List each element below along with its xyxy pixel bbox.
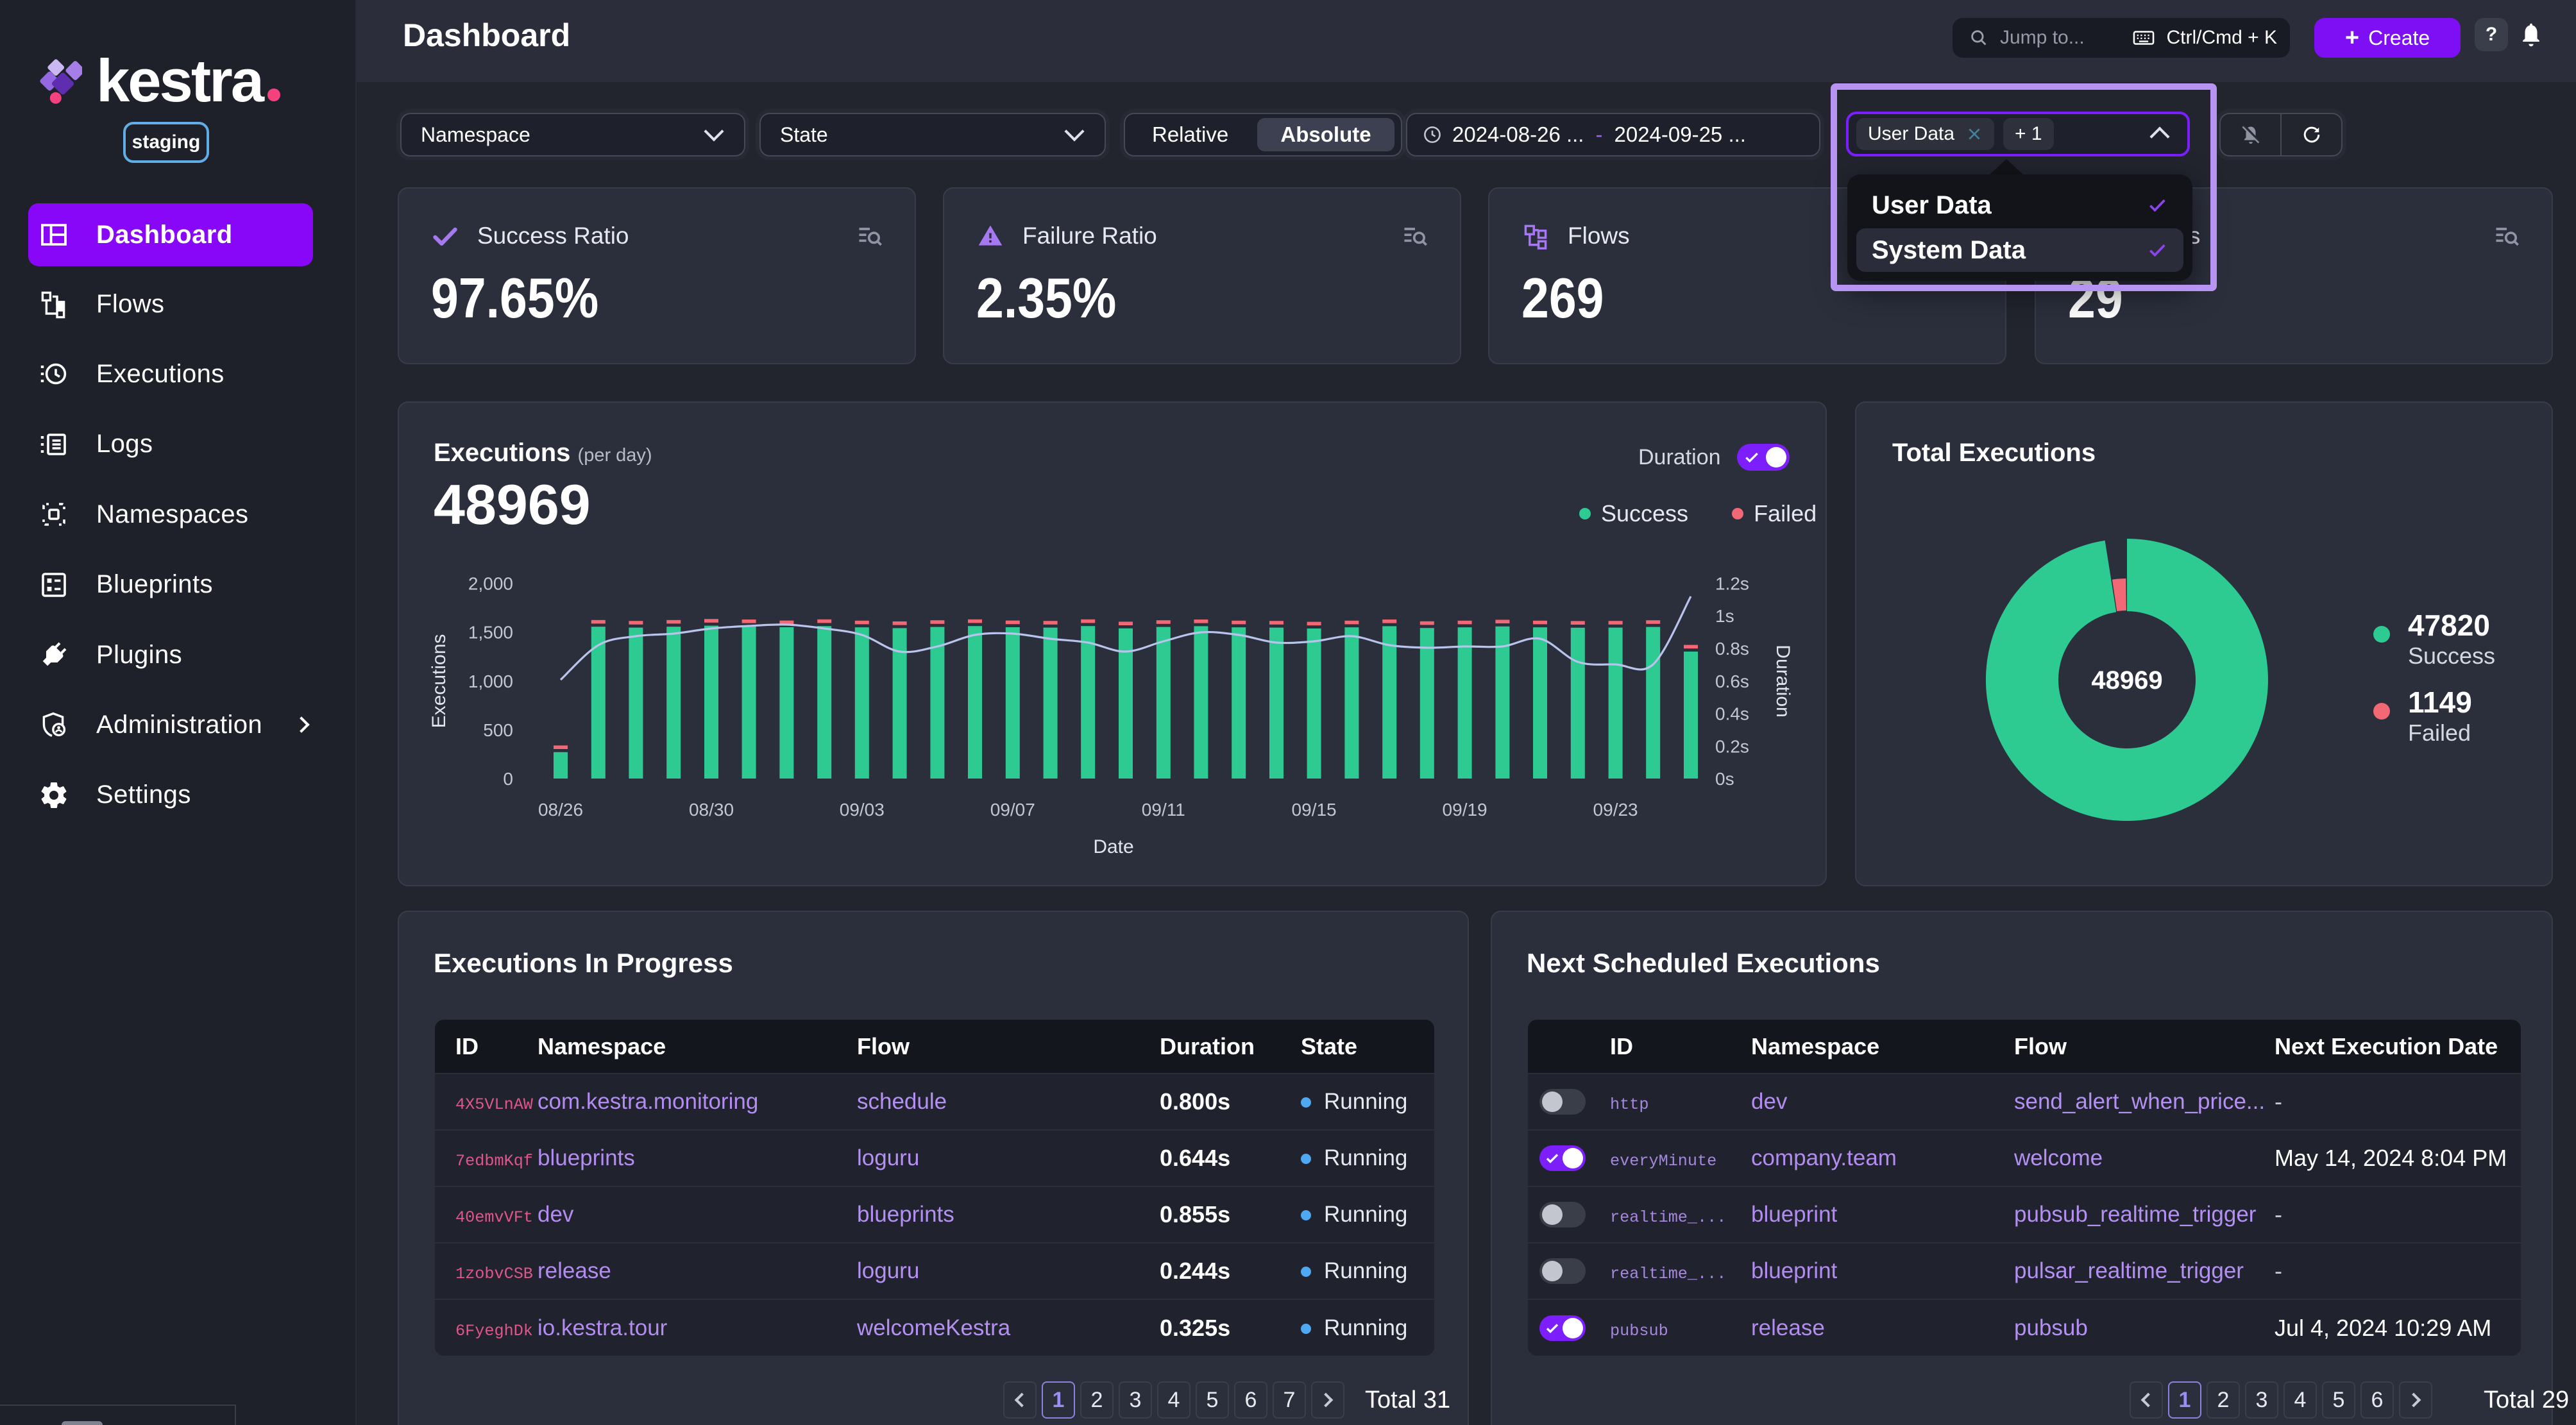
svg-text:1,000: 1,000 [468, 671, 513, 691]
svg-text:09/11: 09/11 [1142, 800, 1185, 820]
svg-text:08/26: 08/26 [538, 800, 583, 820]
svg-text:09/23: 09/23 [1593, 800, 1638, 820]
svg-text:0.2s: 0.2s [1715, 736, 1749, 756]
svg-text:Duration: Duration [1772, 645, 1793, 717]
svg-text:0s: 0s [1715, 769, 1734, 789]
svg-text:500: 500 [483, 720, 513, 740]
svg-text:0.8s: 0.8s [1715, 639, 1749, 659]
svg-text:1,500: 1,500 [468, 623, 513, 643]
svg-text:1.2s: 1.2s [1715, 573, 1749, 593]
svg-text:2,000: 2,000 [468, 573, 513, 593]
svg-text:08/30: 08/30 [689, 800, 734, 820]
svg-text:Date: Date [1093, 836, 1133, 857]
svg-text:Executions: Executions [428, 634, 450, 729]
svg-text:48969: 48969 [2091, 666, 2162, 695]
svg-text:1s: 1s [1715, 606, 1734, 626]
svg-text:0: 0 [503, 769, 513, 789]
svg-text:09/19: 09/19 [1443, 800, 1487, 820]
svg-text:0.6s: 0.6s [1715, 671, 1749, 691]
svg-text:09/15: 09/15 [1292, 800, 1337, 820]
svg-text:09/03: 09/03 [840, 800, 885, 820]
svg-text:09/07: 09/07 [990, 800, 1035, 820]
svg-text:0.4s: 0.4s [1715, 704, 1749, 724]
